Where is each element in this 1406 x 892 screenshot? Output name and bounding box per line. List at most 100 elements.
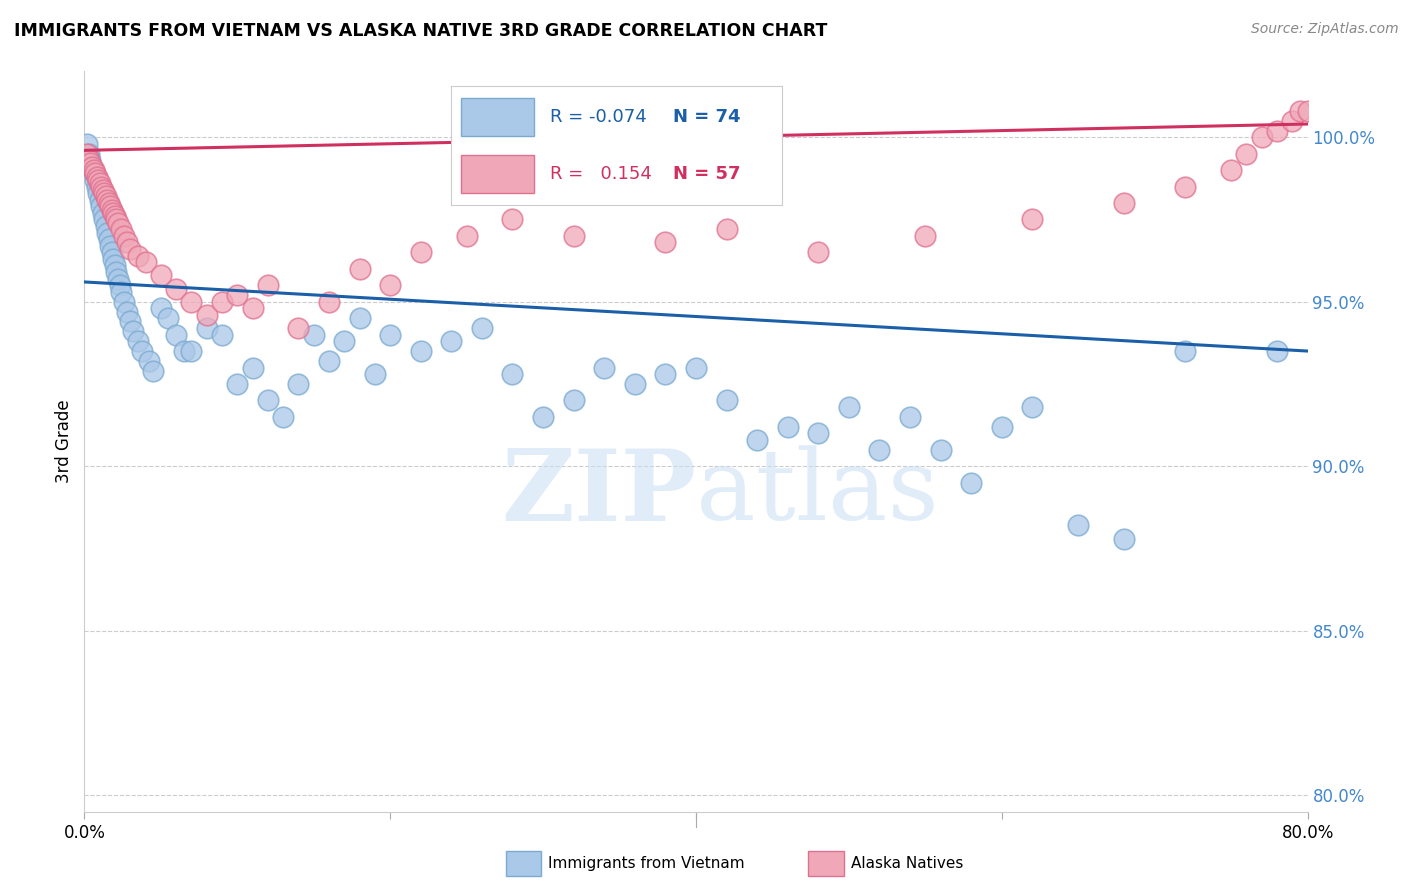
Point bbox=[104, 209, 127, 223]
Point bbox=[333, 334, 356, 348]
Point bbox=[91, 206, 114, 220]
Bar bbox=[461, 98, 534, 136]
Point bbox=[364, 367, 387, 381]
Point bbox=[271, 409, 294, 424]
Point bbox=[79, 156, 101, 170]
Point bbox=[90, 179, 112, 194]
Point bbox=[242, 360, 264, 375]
Point bbox=[115, 304, 138, 318]
Point bbox=[960, 475, 983, 490]
Point bbox=[898, 409, 921, 424]
Point bbox=[1265, 123, 1288, 137]
Point bbox=[180, 294, 202, 309]
Point bbox=[1067, 518, 1090, 533]
Point bbox=[807, 245, 830, 260]
Point bbox=[747, 433, 769, 447]
Point bbox=[1114, 532, 1136, 546]
Point bbox=[1021, 212, 1043, 227]
Point bbox=[409, 344, 432, 359]
Point bbox=[91, 183, 114, 197]
Point bbox=[287, 321, 309, 335]
Point bbox=[1265, 344, 1288, 359]
Point bbox=[929, 442, 952, 457]
Point bbox=[349, 261, 371, 276]
Point bbox=[110, 285, 132, 299]
Point bbox=[77, 146, 100, 161]
Point bbox=[101, 202, 124, 217]
Point bbox=[1174, 344, 1197, 359]
Text: Immigrants from Vietnam: Immigrants from Vietnam bbox=[548, 856, 745, 871]
Point bbox=[654, 367, 676, 381]
Point bbox=[211, 327, 233, 342]
Text: N = 57: N = 57 bbox=[672, 165, 740, 183]
Point bbox=[101, 245, 124, 260]
Point bbox=[318, 354, 340, 368]
Point bbox=[80, 160, 103, 174]
Point bbox=[107, 271, 129, 285]
Point bbox=[149, 301, 172, 316]
Point bbox=[127, 334, 149, 348]
Point bbox=[77, 153, 100, 168]
Point bbox=[115, 235, 138, 250]
Point bbox=[110, 222, 132, 236]
Point bbox=[226, 376, 249, 391]
Point bbox=[103, 206, 125, 220]
Text: N = 74: N = 74 bbox=[672, 108, 740, 126]
Point bbox=[127, 249, 149, 263]
Point bbox=[80, 160, 103, 174]
Point bbox=[502, 367, 524, 381]
Point bbox=[1236, 146, 1258, 161]
Point bbox=[86, 179, 108, 194]
Point bbox=[120, 314, 142, 328]
Point bbox=[257, 278, 280, 293]
Point bbox=[654, 235, 676, 250]
Point bbox=[716, 222, 738, 236]
Y-axis label: 3rd Grade: 3rd Grade bbox=[55, 400, 73, 483]
Point bbox=[96, 226, 118, 240]
Text: ZIP: ZIP bbox=[501, 445, 696, 541]
Point bbox=[593, 360, 616, 375]
Point bbox=[138, 354, 160, 368]
Point bbox=[1114, 196, 1136, 211]
Point bbox=[135, 255, 157, 269]
Point bbox=[83, 163, 105, 178]
Point bbox=[1289, 103, 1312, 118]
Point bbox=[380, 278, 402, 293]
Point bbox=[195, 308, 218, 322]
Text: Alaska Natives: Alaska Natives bbox=[851, 856, 963, 871]
Point bbox=[94, 189, 117, 203]
Point bbox=[97, 196, 120, 211]
Point bbox=[79, 153, 101, 168]
Point bbox=[122, 324, 145, 338]
Point bbox=[195, 321, 218, 335]
Point bbox=[76, 146, 98, 161]
Point bbox=[456, 228, 478, 243]
Text: atlas: atlas bbox=[696, 445, 939, 541]
Point bbox=[180, 344, 202, 359]
Point bbox=[471, 321, 494, 335]
Point bbox=[242, 301, 264, 316]
Text: R =   0.154: R = 0.154 bbox=[550, 165, 652, 183]
Point bbox=[211, 294, 233, 309]
Bar bbox=[461, 155, 534, 193]
Point bbox=[165, 281, 187, 295]
Point bbox=[86, 169, 108, 184]
Point bbox=[89, 193, 111, 207]
Point bbox=[107, 216, 129, 230]
Point bbox=[531, 409, 554, 424]
Point bbox=[90, 199, 112, 213]
Point bbox=[869, 442, 891, 457]
Point bbox=[96, 193, 118, 207]
Point bbox=[257, 393, 280, 408]
Point bbox=[108, 278, 131, 293]
Point bbox=[807, 426, 830, 441]
Point bbox=[84, 173, 107, 187]
Point bbox=[287, 376, 309, 391]
Point bbox=[103, 252, 125, 266]
Point bbox=[87, 186, 110, 200]
Point bbox=[76, 136, 98, 151]
Point bbox=[716, 393, 738, 408]
Point bbox=[89, 176, 111, 190]
Point bbox=[562, 228, 585, 243]
Text: IMMIGRANTS FROM VIETNAM VS ALASKA NATIVE 3RD GRADE CORRELATION CHART: IMMIGRANTS FROM VIETNAM VS ALASKA NATIVE… bbox=[14, 22, 828, 40]
